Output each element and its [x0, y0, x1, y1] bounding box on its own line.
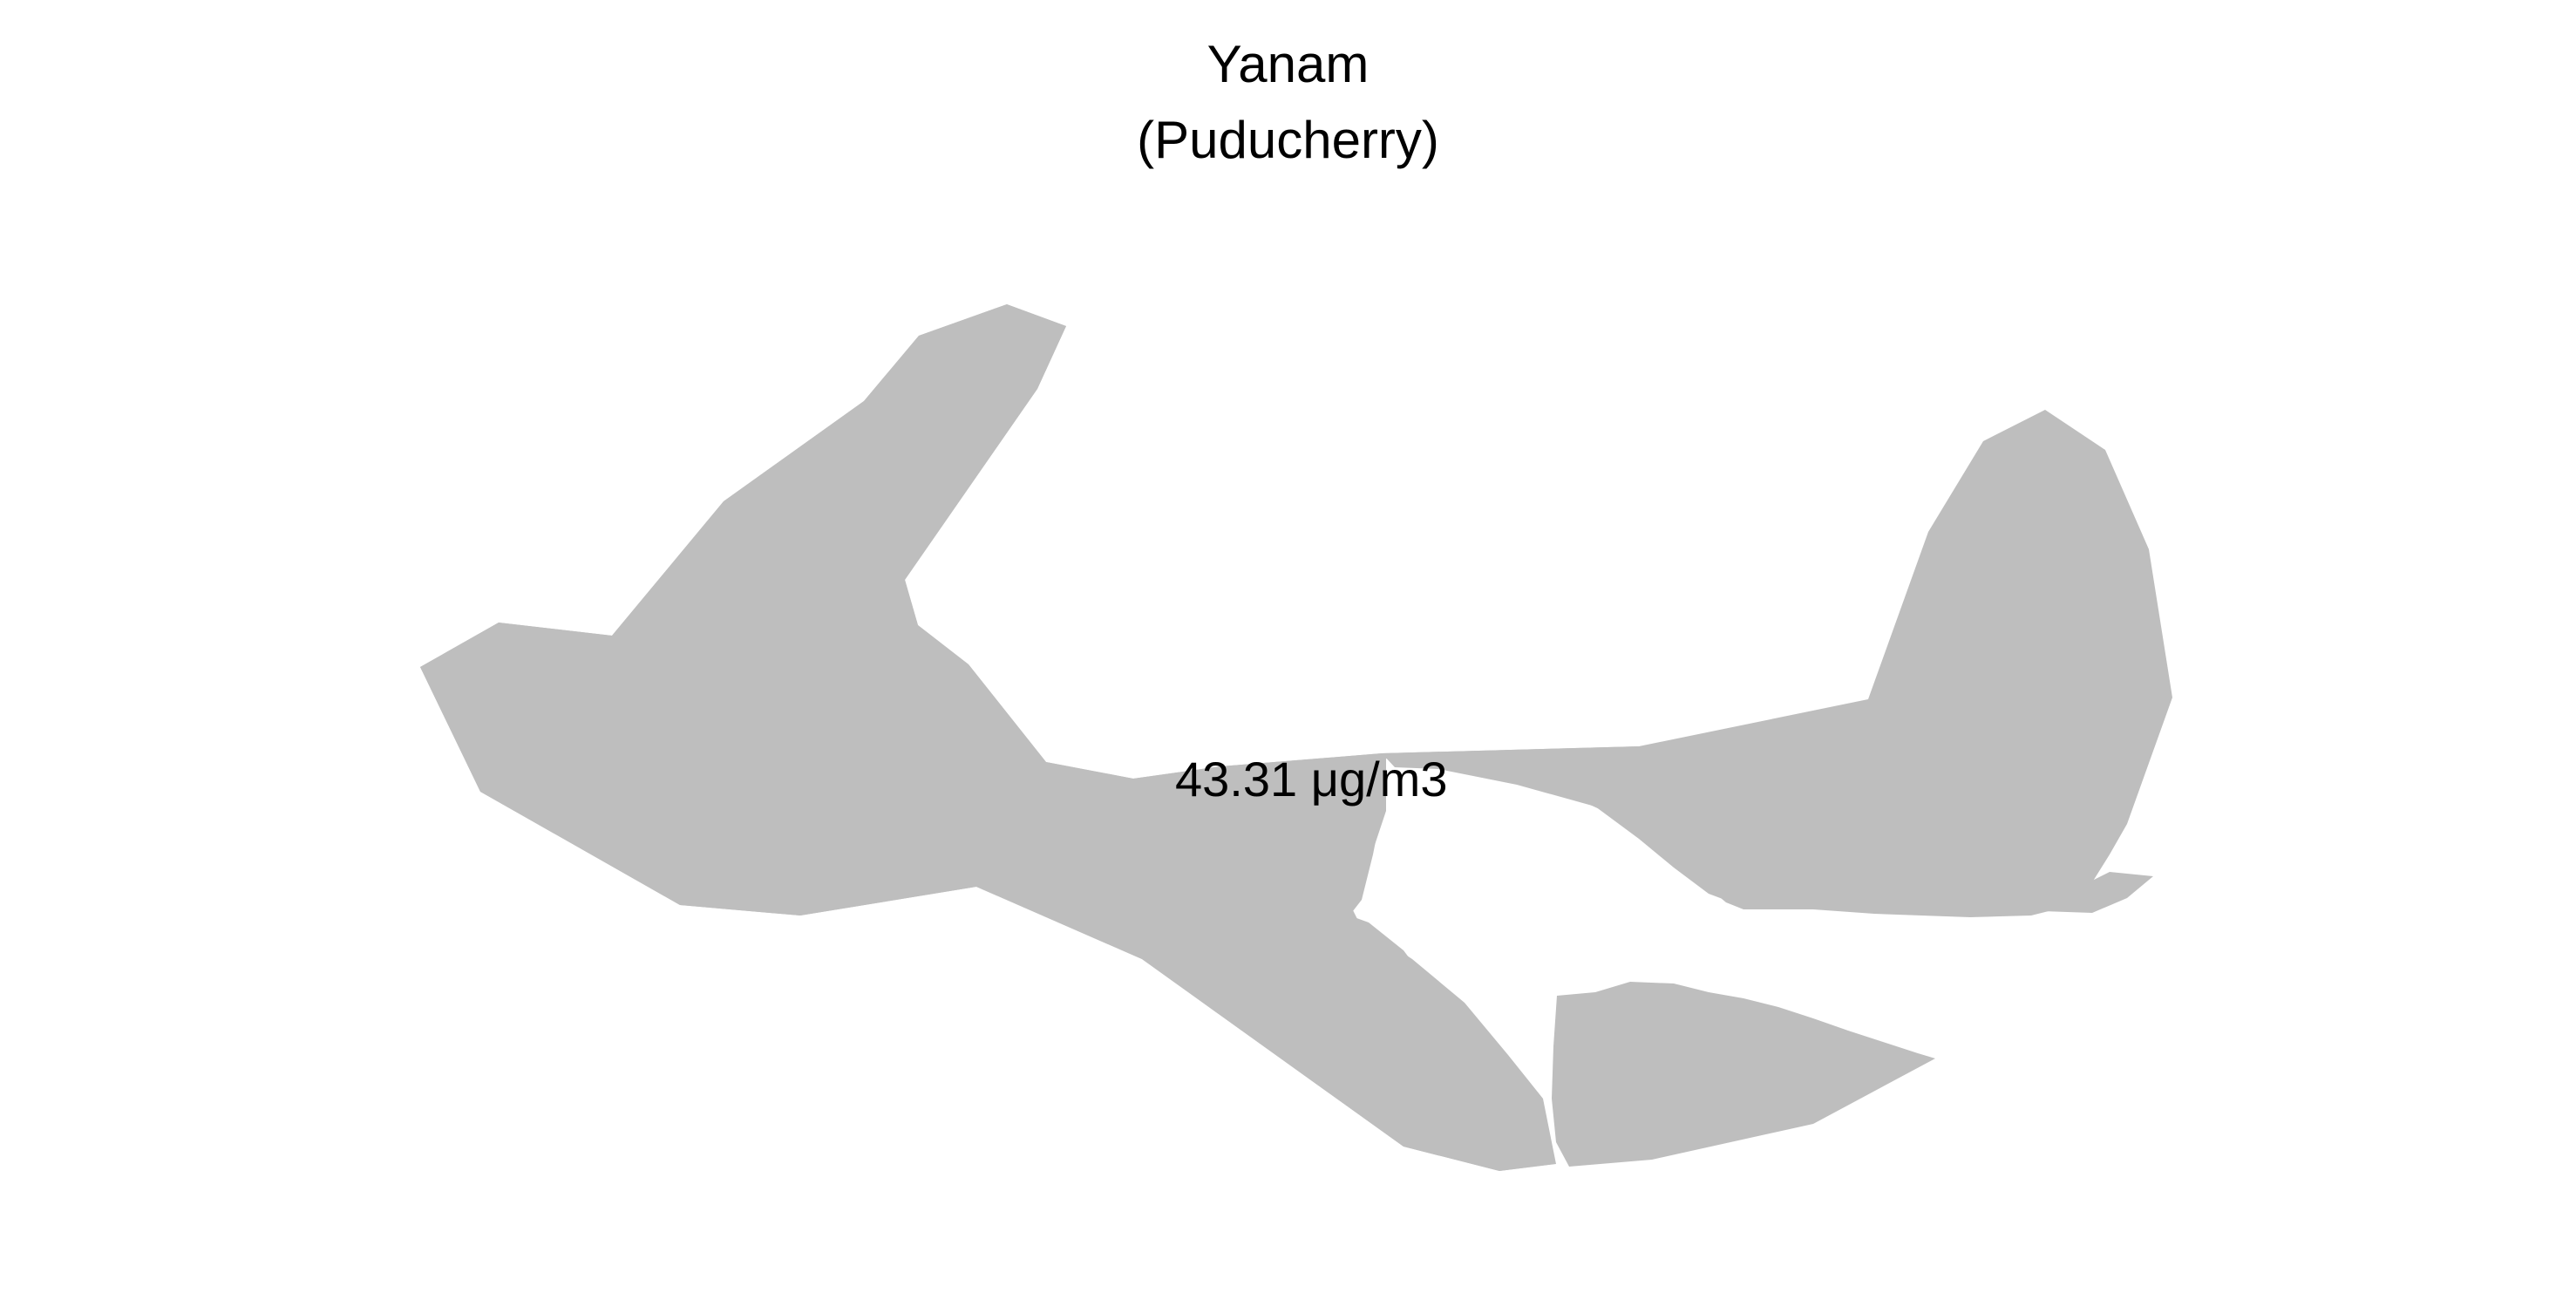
map-title: Yanam — [1206, 35, 1370, 93]
map-region-central — [420, 304, 1554, 1171]
value-label: 43.31 μg/m3 — [1175, 752, 1448, 807]
map-subtitle: (Puducherry) — [1137, 111, 1439, 169]
map-region-east — [1382, 410, 2172, 917]
map-region-south — [1552, 982, 1935, 1167]
